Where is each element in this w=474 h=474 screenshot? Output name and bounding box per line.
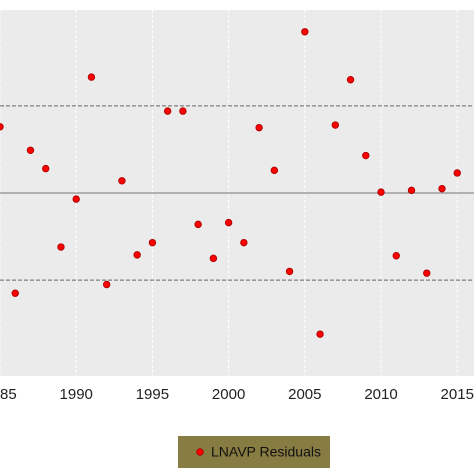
point (255, 123, 263, 132)
point (42, 164, 50, 173)
point (392, 252, 400, 260)
point (453, 169, 461, 177)
point (26, 146, 35, 155)
point (72, 195, 80, 203)
point (148, 238, 157, 247)
x-tick-label: 2010 (364, 386, 397, 403)
point (301, 28, 309, 36)
legend-label: LNAVP Residuals (211, 444, 321, 460)
point (423, 269, 431, 277)
point (285, 267, 294, 276)
x-tick-label: 1990 (60, 386, 93, 403)
point (346, 76, 355, 84)
point (209, 254, 218, 263)
point (316, 330, 324, 338)
point (118, 177, 126, 185)
point (270, 166, 279, 175)
point (87, 73, 96, 81)
point (438, 184, 446, 193)
point (179, 107, 187, 115)
point (11, 289, 19, 297)
point (57, 243, 65, 251)
point (194, 220, 202, 229)
x-tick-label: 2015 (441, 386, 474, 403)
legend-marker (196, 448, 204, 456)
x-tick-label: 1985 (0, 386, 17, 403)
point (133, 251, 141, 259)
point (407, 186, 416, 195)
point (362, 151, 370, 160)
x-tick-label: 2000 (212, 386, 245, 403)
x-tick-label: 2005 (288, 386, 321, 403)
point (377, 188, 385, 196)
point (0, 123, 4, 131)
point (331, 121, 340, 129)
point (163, 107, 172, 115)
point (240, 238, 248, 247)
x-tick-label: 1995 (136, 386, 169, 403)
legend: LNAVP Residuals (178, 436, 330, 468)
point (224, 218, 233, 227)
point (102, 280, 111, 289)
